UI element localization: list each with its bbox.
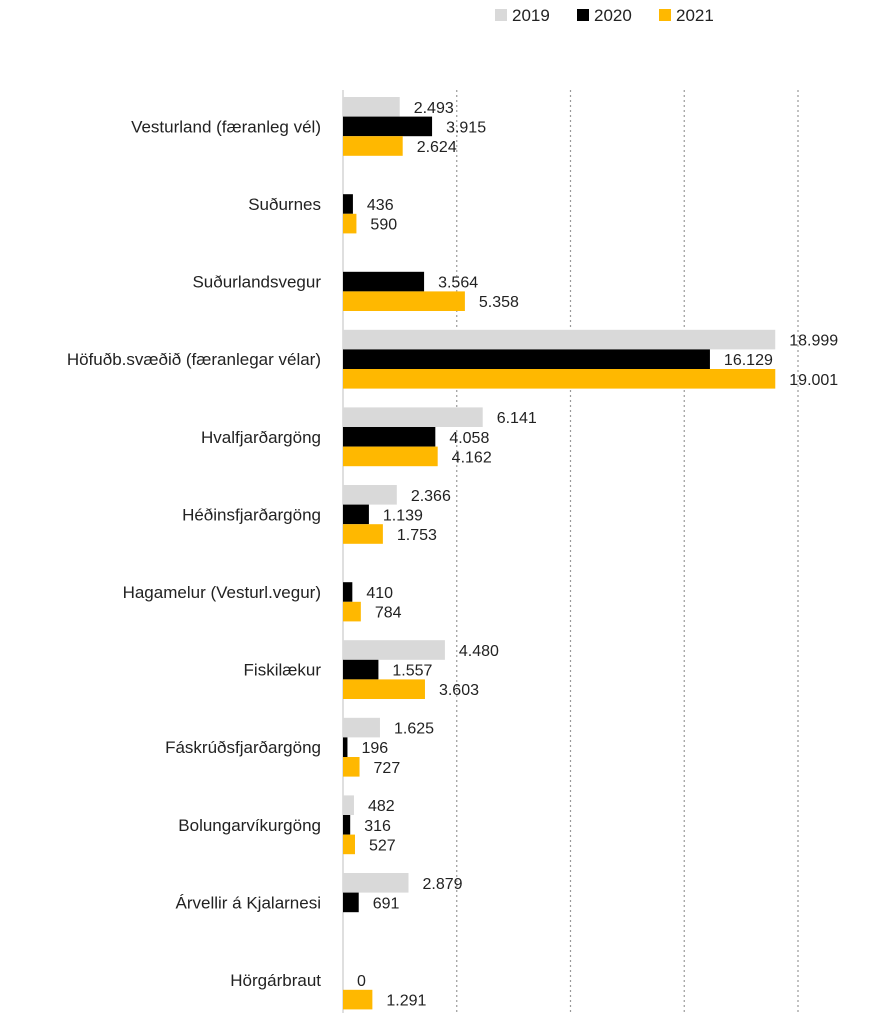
bar-2020-ho-fu-b-sv-i-f-ranlegar-ve-lar <box>343 349 710 369</box>
category-label-hvalfjar-argo-ng: Hvalfjarðargöng <box>201 428 321 447</box>
bar-2019-a-rvellir-a-kjalarnesi <box>343 873 409 893</box>
value-label-2019-ho-fu-b-sv-i-f-ranlegar-ve-lar: 18.999 <box>789 333 838 350</box>
legend-swatch-2020 <box>577 9 589 21</box>
bar-2019-vesturland-f-ranleg-ve-l <box>343 97 400 117</box>
category-label-ho-rga-rbraut: Hörgárbraut <box>230 971 321 990</box>
value-label-2020-ho-rga-rbraut: 0 <box>357 973 366 990</box>
category-label-hagamelur-vesturl-vegur: Hagamelur (Vesturl.vegur) <box>123 583 321 602</box>
bar-2020-hvalfjar-argo-ng <box>343 427 436 447</box>
legend-label-2020: 2020 <box>594 6 632 25</box>
bar-2020-a-rvellir-a-kjalarnesi <box>343 892 359 913</box>
bar-2021-vesturland-f-ranleg-ve-l <box>343 136 403 156</box>
value-label-2020-fa-skru-sfjar-argo-ng: 196 <box>361 740 388 757</box>
bar-2019-fa-skru-sfjar-argo-ng <box>343 717 380 738</box>
category-label-bolungarvi-kurgo-ng: Bolungarvíkurgöng <box>178 816 321 835</box>
value-label-2019-he-insfjar-argo-ng: 2.366 <box>411 488 451 505</box>
legend-label-2019: 2019 <box>512 6 550 25</box>
value-label-2020-vesturland-f-ranleg-ve-l: 3.915 <box>446 119 486 136</box>
value-label-2020-hvalfjar-argo-ng: 4.058 <box>449 430 489 447</box>
value-label-2021-hagamelur-vesturl-vegur: 784 <box>375 605 402 622</box>
value-label-2020-su-urnes: 436 <box>367 197 394 214</box>
bar-2019-ho-fu-b-sv-i-f-ranlegar-ve-lar <box>343 329 776 350</box>
bar-2019-fiskil-kur <box>343 640 445 660</box>
value-label-2019-vesturland-f-ranleg-ve-l: 2.493 <box>414 100 454 117</box>
bars <box>343 97 776 1010</box>
value-label-2021-fiskil-kur: 3.603 <box>439 682 479 699</box>
bar-2019-hvalfjar-argo-ng <box>343 407 483 427</box>
value-label-2021-fa-skru-sfjar-argo-ng: 727 <box>374 760 401 777</box>
bar-2020-su-urnes <box>343 194 353 214</box>
value-label-2021-ho-rga-rbraut: 1.291 <box>386 993 426 1010</box>
value-label-2019-fa-skru-sfjar-argo-ng: 1.625 <box>394 721 434 738</box>
category-label-a-rvellir-a-kjalarnesi: Árvellir á Kjalarnesi <box>176 893 322 912</box>
bar-2020-vesturland-f-ranleg-ve-l <box>343 116 433 137</box>
legend: 2019 2020 2021 <box>495 6 714 25</box>
value-label-2020-fiskil-kur: 1.557 <box>392 663 432 680</box>
category-label-fa-skru-sfjar-argo-ng: Fáskrúðsfjarðargöng <box>165 738 321 757</box>
legend-swatch-2021 <box>659 9 671 21</box>
bar-2021-fa-skru-sfjar-argo-ng <box>343 757 360 777</box>
category-label-he-insfjar-argo-ng: Héðinsfjarðargöng <box>182 505 321 524</box>
category-label-su-urlandsvegur: Suðurlandsvegur <box>192 273 321 292</box>
value-label-2020-hagamelur-vesturl-vegur: 410 <box>366 585 393 602</box>
value-label-2021-he-insfjar-argo-ng: 1.753 <box>397 527 437 544</box>
category-labels: Vesturland (færanleg vél) Suðurnes Suðurla… <box>67 117 322 990</box>
value-label-2021-su-urlandsvegur: 5.358 <box>479 294 519 311</box>
value-label-2020-ho-fu-b-sv-i-f-ranlegar-ve-lar: 16.129 <box>724 352 773 369</box>
bar-2021-hvalfjar-argo-ng <box>343 446 438 467</box>
value-label-2019-hvalfjar-argo-ng: 6.141 <box>497 410 537 427</box>
category-label-fiskil-kur: Fiskilækur <box>244 661 322 680</box>
value-label-2021-su-urnes: 590 <box>370 217 397 234</box>
bar-2020-su-urlandsvegur <box>343 271 425 292</box>
value-label-2019-bolungarvi-kurgo-ng: 482 <box>368 798 395 815</box>
bar-2020-fa-skru-sfjar-argo-ng <box>343 737 348 757</box>
bar-2021-he-insfjar-argo-ng <box>343 524 383 544</box>
bar-2021-ho-rga-rbraut <box>343 989 373 1010</box>
value-label-2019-a-rvellir-a-kjalarnesi: 2.879 <box>422 876 462 893</box>
category-label-ho-fu-b-sv-i-f-ranlegar-ve-lar: Höfuðb.svæðið (færanlegar vélar) <box>67 350 321 369</box>
bar-2021-fiskil-kur <box>343 679 425 699</box>
value-label-2021-bolungarvi-kurgo-ng: 527 <box>369 837 396 854</box>
bar-2021-ho-fu-b-sv-i-f-ranlegar-ve-lar <box>343 369 776 389</box>
legend-swatch-2019 <box>495 9 507 21</box>
value-label-2019-fiskil-kur: 4.480 <box>459 643 499 660</box>
bar-2020-hagamelur-vesturl-vegur <box>343 582 353 602</box>
value-label-2021-hvalfjar-argo-ng: 4.162 <box>452 449 492 466</box>
bar-2021-su-urlandsvegur <box>343 291 465 311</box>
value-label-2020-su-urlandsvegur: 3.564 <box>438 275 478 292</box>
value-label-2020-a-rvellir-a-kjalarnesi: 691 <box>373 895 400 912</box>
bar-2020-bolungarvi-kurgo-ng <box>343 815 351 835</box>
gridlines <box>342 90 799 1013</box>
bar-2021-su-urnes <box>343 213 357 234</box>
bar-2021-bolungarvi-kurgo-ng <box>343 834 355 855</box>
category-label-su-urnes: Suðurnes <box>248 195 321 214</box>
bar-2021-hagamelur-vesturl-vegur <box>343 601 361 622</box>
bar-2020-he-insfjar-argo-ng <box>343 504 369 525</box>
value-label-2020-he-insfjar-argo-ng: 1.139 <box>383 507 423 524</box>
legend-label-2021: 2021 <box>676 6 714 25</box>
value-label-2020-bolungarvi-kurgo-ng: 316 <box>364 818 391 835</box>
value-label-2021-ho-fu-b-sv-i-f-ranlegar-ve-lar: 19.001 <box>789 372 838 389</box>
bar-2020-fiskil-kur <box>343 659 379 680</box>
bar-2019-he-insfjar-argo-ng <box>343 485 397 505</box>
bar-2019-bolungarvi-kurgo-ng <box>343 795 354 815</box>
value-label-2021-vesturland-f-ranleg-ve-l: 2.624 <box>417 139 457 156</box>
category-label-vesturland-f-ranleg-ve-l: Vesturland (færanleg vél) <box>131 117 321 136</box>
